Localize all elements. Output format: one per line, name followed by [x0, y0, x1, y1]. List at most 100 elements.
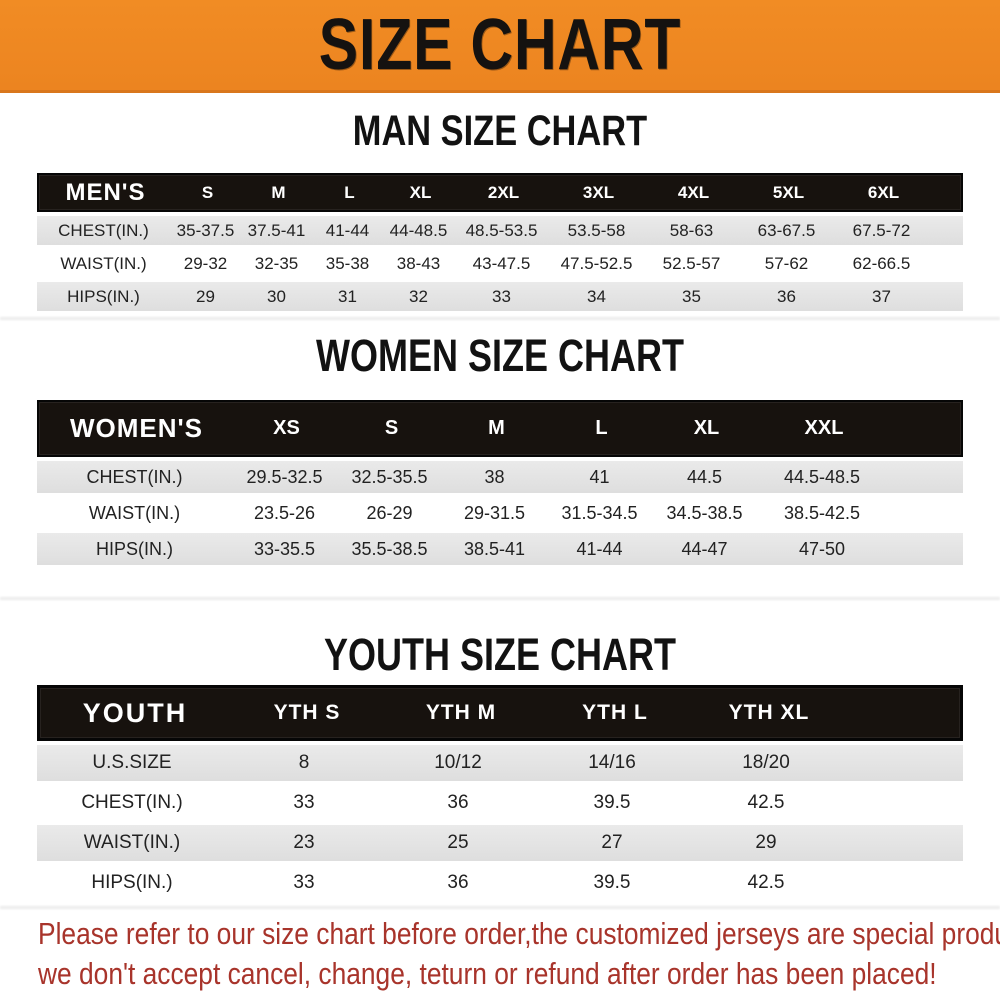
- cell-value: 36: [777, 286, 796, 306]
- row-label: CHEST(IN.): [81, 792, 183, 813]
- cell-value: 57-62: [764, 253, 809, 273]
- cell-value: 38: [484, 466, 505, 487]
- row-label: CHEST(IN.): [86, 466, 183, 487]
- cell-value: 34: [587, 286, 606, 306]
- cell-value: 67.5-72: [852, 220, 911, 240]
- cell-value: 27: [601, 832, 623, 853]
- cell-value: 44-48.5: [389, 220, 448, 240]
- cell-value: 10/12: [434, 752, 482, 773]
- cell-value: 58-63: [669, 220, 714, 240]
- order-note: Please refer to our size chart before or…: [38, 914, 1000, 994]
- cell-value: 38-43: [396, 253, 441, 273]
- women-waist-row: WAIST(IN.) 23.5-26 26-29 29-31.5 31.5-34…: [37, 497, 963, 529]
- row-label: U.S.SIZE: [92, 752, 172, 773]
- cell-value: 41: [589, 466, 610, 487]
- cell-value: 34.5-38.5: [666, 502, 743, 523]
- cell-value: 29.5-32.5: [246, 466, 323, 487]
- cell-value: 37: [872, 286, 891, 306]
- page-title: SIZE CHART: [318, 5, 682, 85]
- youth-chest-row: CHEST(IN.) 33 36 39.5 42.5: [37, 785, 963, 821]
- men-col-4xl: 4XL: [677, 182, 710, 202]
- cell-value: 39.5: [593, 872, 631, 893]
- cell-value: 32: [409, 286, 428, 306]
- men-waist-row: WAIST(IN.) 29-32 32-35 35-38 38-43 43-47…: [37, 249, 963, 278]
- youth-table-label: YOUTH: [82, 697, 188, 728]
- women-col-s: S: [384, 417, 399, 439]
- cell-value: 32-35: [254, 253, 299, 273]
- cell-value: 33: [293, 872, 315, 893]
- men-hips-row: HIPS(IN.) 29 30 31 32 33 34 35 36 37: [37, 282, 963, 311]
- youth-hips-row: HIPS(IN.) 33 36 39.5 42.5: [37, 865, 963, 901]
- divider-artifact: [0, 906, 1000, 909]
- cell-value: 31.5-34.5: [561, 502, 638, 523]
- cell-value: 25: [447, 832, 469, 853]
- cell-value: 29-32: [183, 253, 228, 273]
- order-note-line1: Please refer to our size chart before or…: [38, 916, 1000, 951]
- cell-value: 39.5: [593, 792, 631, 813]
- men-chest-row: CHEST(IN.) 35-37.5 37.5-41 41-44 44-48.5…: [37, 216, 963, 245]
- cell-value: 48.5-53.5: [465, 220, 538, 240]
- banner: SIZE CHART: [0, 0, 1000, 93]
- cell-value: 36: [447, 872, 469, 893]
- divider-artifact: [0, 317, 1000, 320]
- divider-artifact: [0, 597, 1000, 600]
- cell-value: 42.5: [747, 872, 785, 893]
- row-label: HIPS(IN.): [91, 872, 173, 893]
- cell-value: 31: [338, 286, 357, 306]
- men-col-5xl: 5XL: [772, 182, 805, 202]
- cell-value: 41-44: [325, 220, 370, 240]
- row-label: WAIST(IN.): [60, 253, 147, 273]
- cell-value: 43-47.5: [472, 253, 531, 273]
- youth-col-l: YTH L: [582, 701, 648, 724]
- cell-value: 44.5-48.5: [783, 466, 861, 487]
- men-col-3xl: 3XL: [582, 182, 615, 202]
- men-size-table: MEN'S S M L XL 2XL 3XL 4XL 5XL 6XL CHEST…: [37, 173, 963, 311]
- cell-value: 29: [196, 286, 215, 306]
- youth-col-s: YTH S: [273, 701, 341, 724]
- youth-col-xl: YTH XL: [728, 701, 810, 724]
- cell-value: 18/20: [742, 752, 790, 773]
- youth-section-heading: YOUTH SIZE CHART: [323, 629, 676, 680]
- cell-value: 62-66.5: [852, 253, 911, 273]
- men-section-heading: MAN SIZE CHART: [352, 107, 648, 155]
- women-col-m: M: [488, 417, 505, 439]
- youth-col-m: YTH M: [425, 701, 497, 724]
- women-size-table: WOMEN'S XS S M L XL XXL CHEST(IN.) 29.5-…: [37, 400, 963, 565]
- youth-size-table: YOUTH YTH S YTH M YTH L YTH XL U.S.SIZE …: [37, 685, 963, 901]
- men-col-2xl: 2XL: [487, 182, 520, 202]
- cell-value: 42.5: [747, 792, 785, 813]
- men-col-l: L: [344, 182, 355, 202]
- order-note-line2: we don't accept cancel, change, teturn o…: [38, 956, 937, 991]
- women-hips-row: HIPS(IN.) 33-35.5 35.5-38.5 38.5-41 41-4…: [37, 533, 963, 565]
- cell-value: 23.5-26: [253, 502, 316, 523]
- row-label: HIPS(IN.): [67, 286, 140, 306]
- cell-value: 33-35.5: [253, 538, 316, 559]
- women-col-xl: XL: [693, 417, 720, 439]
- women-col-l: L: [595, 417, 608, 439]
- row-label: WAIST(IN.): [88, 502, 181, 523]
- men-col-6xl: 6XL: [867, 182, 900, 202]
- cell-value: 36: [447, 792, 469, 813]
- row-label: CHEST(IN.): [58, 220, 149, 240]
- cell-value: 23: [293, 832, 315, 853]
- cell-value: 33: [293, 792, 315, 813]
- cell-value: 44-47: [681, 538, 728, 559]
- cell-value: 29-31.5: [463, 502, 526, 523]
- cell-value: 38.5-42.5: [783, 502, 861, 523]
- women-section-heading: WOMEN SIZE CHART: [315, 330, 684, 381]
- cell-value: 35: [682, 286, 701, 306]
- cell-value: 41-44: [576, 538, 623, 559]
- cell-value: 53.5-58: [567, 220, 626, 240]
- cell-value: 30: [267, 286, 286, 306]
- women-table-label: WOMEN'S: [69, 413, 204, 443]
- men-table-label: MEN'S: [65, 178, 146, 206]
- cell-value: 29: [755, 832, 777, 853]
- youth-table-header-row: YOUTH YTH S YTH M YTH L YTH XL: [37, 685, 963, 741]
- women-col-xxl: XXL: [804, 417, 844, 439]
- cell-value: 35.5-38.5: [351, 538, 428, 559]
- women-chest-row: CHEST(IN.) 29.5-32.5 32.5-35.5 38 41 44.…: [37, 461, 963, 493]
- cell-value: 44.5: [686, 466, 723, 487]
- cell-value: 63-67.5: [757, 220, 816, 240]
- cell-value: 52.5-57: [662, 253, 721, 273]
